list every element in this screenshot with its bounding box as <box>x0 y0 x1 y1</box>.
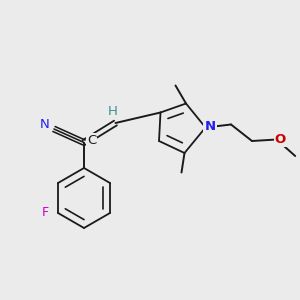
Text: N: N <box>204 119 216 133</box>
Text: N: N <box>40 118 50 131</box>
Text: F: F <box>42 206 49 220</box>
Text: C: C <box>87 134 96 148</box>
Text: H: H <box>108 105 118 118</box>
Text: O: O <box>274 133 286 146</box>
